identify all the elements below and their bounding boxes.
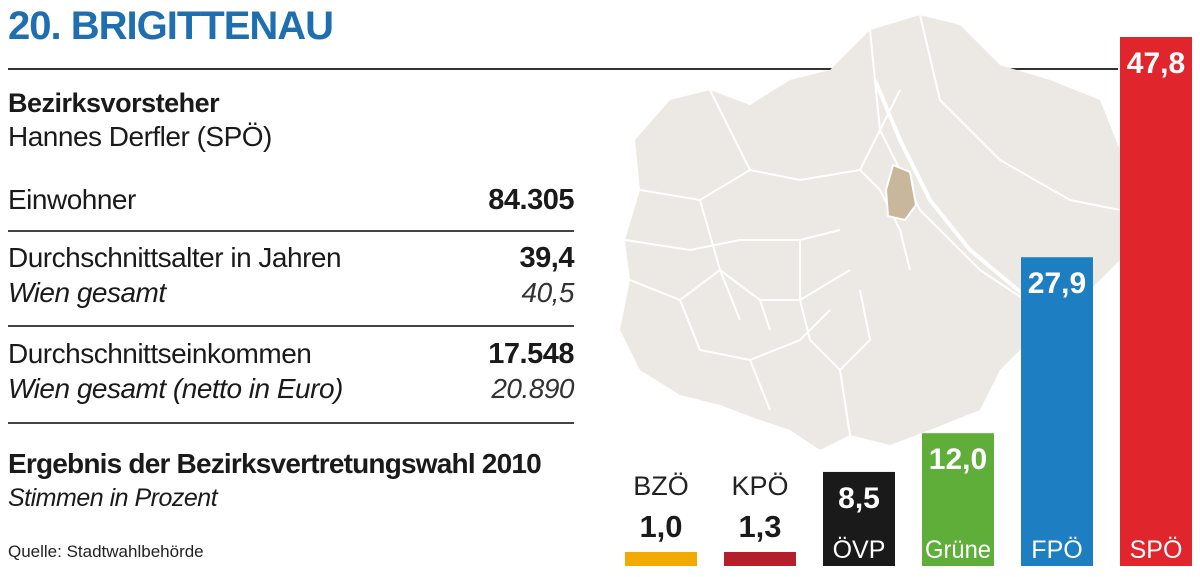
bar-category-label: ÖVP (833, 536, 886, 564)
income-label: Durchschnittseinkommen (8, 338, 312, 369)
bar-category-label: FPÖ (1031, 536, 1082, 564)
bar-value-label: 12,0 (929, 443, 987, 476)
divider (8, 230, 574, 232)
bar-BZÖ (625, 552, 697, 566)
bar-Grüne (922, 433, 994, 566)
election-subtitle: Stimmen in Prozent (8, 484, 218, 512)
bar-category-label: SPÖ (1130, 536, 1183, 564)
bar-value-label: 1,0 (639, 509, 682, 544)
bar-SPÖ (1120, 37, 1192, 566)
bar-value-label: 8,5 (838, 482, 880, 515)
vienna-map (620, 14, 1120, 450)
bar-value-label: 1,3 (738, 509, 781, 544)
district-brigittenau-highlight (884, 163, 918, 222)
election-title: Ergebnis der Bezirksvertretungswahl 2010 (8, 448, 542, 479)
bar-FPÖ (1021, 257, 1093, 566)
bar-KPÖ (724, 552, 796, 566)
population-value: 84.305 (488, 184, 574, 216)
income-value: 17.548 (488, 338, 574, 370)
bar-ÖVP (823, 471, 895, 566)
population-row: Einwohner 84.305 (8, 184, 574, 217)
vienna-map-outline (620, 15, 1120, 450)
bar-category-label: KPÖ (731, 471, 788, 501)
page-title: 20. BRIGITTENAU (8, 4, 334, 48)
mayor-name: Hannes Derfler (SPÖ) (8, 121, 272, 152)
age-value: 39,4 (519, 242, 575, 274)
divider (8, 422, 574, 424)
age-vienna-value: 40,5 (521, 277, 575, 308)
bar-category-label: Grüne (925, 536, 991, 564)
income-vienna-label: Wien gesamt (netto in Euro) (8, 373, 343, 404)
age-block: Durchschnittsalter in Jahren 39,4 Wien g… (8, 242, 575, 309)
divider (8, 325, 574, 327)
age-vienna-label: Wien gesamt (8, 277, 166, 308)
income-block: Durchschnittseinkommen 17.548 Wien gesam… (8, 338, 574, 405)
population-label: Einwohner (8, 184, 136, 215)
mayor-label: Bezirksvorsteher (8, 88, 220, 118)
income-vienna-value: 20.890 (491, 373, 574, 404)
election-heading: Ergebnis der Bezirksvertretungswahl 2010… (8, 448, 574, 513)
bar-value-label: 27,9 (1028, 267, 1086, 300)
header-divider (8, 68, 1118, 70)
age-label: Durchschnittsalter in Jahren (8, 242, 342, 273)
bar-value-label: 47,8 (1127, 47, 1185, 80)
mayor-block: Bezirksvorsteher Hannes Derfler (SPÖ) (8, 88, 574, 153)
source-note: Quelle: Stadtwahlbehörde (8, 542, 204, 561)
bar-category-label: BZÖ (633, 471, 689, 501)
